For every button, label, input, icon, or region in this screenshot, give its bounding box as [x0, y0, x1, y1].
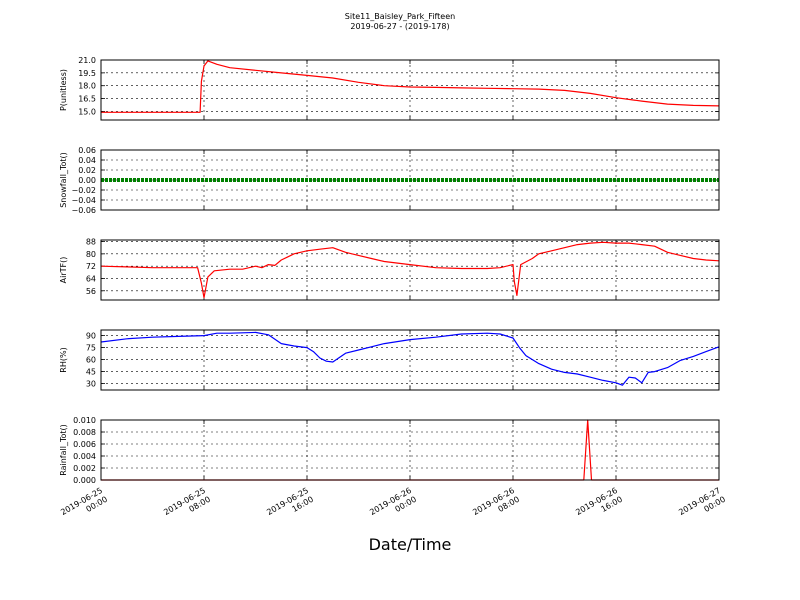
panel-4: 30 45 60 75 90 RH(%): [59, 329, 720, 391]
y-tick-label: −0.06: [71, 206, 96, 215]
x-tick-label: 2019-06-2500:00: [59, 486, 109, 526]
y-tick-label: 90: [86, 332, 96, 341]
y-tick-label: 19.5: [78, 69, 96, 78]
y-tick-label: 0.002: [73, 464, 96, 473]
y-tick-label: 64: [86, 274, 96, 283]
y-tick-label: 0.010: [73, 416, 96, 425]
y-tick-label: 15.0: [78, 107, 96, 116]
panel-2: −0.06−0.04−0.020.000.020.040.06 Snowfall_…: [59, 146, 720, 215]
y-tick-label: 72: [86, 262, 96, 271]
axes-frame: [100, 149, 720, 211]
y-tick-label: 60: [86, 356, 96, 365]
y-tick-label: 0.000: [73, 476, 96, 485]
y-tick-label: 0.008: [73, 428, 96, 437]
y-tick-label: 0.06: [78, 146, 96, 155]
y-tick-label: 0.006: [73, 440, 96, 449]
series-line: [101, 60, 720, 113]
axes-frame: [100, 59, 720, 121]
y-tick-label: −0.02: [71, 186, 96, 195]
y-tick-label: 88: [86, 238, 96, 247]
y-tick-label: −0.04: [71, 196, 96, 205]
y-tick-label: 80: [86, 250, 96, 259]
axes-frame: [100, 329, 720, 391]
x-tick-label: 2019-06-2616:00: [574, 486, 624, 526]
y-axis-label: P(unitless): [59, 69, 68, 111]
y-tick-label: 16.5: [78, 95, 96, 104]
y-tick-label: 45: [86, 368, 96, 377]
chart-subtitle: 2019-06-27 - (2019-178): [350, 22, 449, 31]
y-axis-label: Snowfall_Tot(): [59, 152, 68, 208]
panels: 15.016.518.019.521.0P(unitless)−0.06−0.0…: [59, 56, 720, 485]
y-tick-label: 0.00: [78, 176, 96, 185]
chart-title: Site11_Baisley_Park_Fifteen: [345, 12, 455, 21]
axes-frame: [100, 419, 720, 481]
x-tick-label: 2019-06-2508:00: [162, 486, 212, 526]
y-tick-label: 56: [86, 287, 96, 296]
x-tick-label: 2019-06-2516:00: [265, 486, 315, 526]
y-tick-label: 0.04: [78, 156, 96, 165]
x-tick-label: 2019-06-2608:00: [471, 486, 521, 526]
axes-frame: [100, 239, 720, 301]
y-axis-label: AirTF(): [59, 257, 68, 284]
x-tick-label: 2019-06-2700:00: [677, 486, 727, 526]
y-tick-label: 18.0: [78, 82, 96, 91]
y-tick-label: 21.0: [78, 56, 96, 65]
series-line: [100, 331, 720, 386]
y-axis-label: Rainfall_Tot(): [59, 424, 68, 476]
panel-1: 15.0 16.5 18.0 19.5 21.0 P(unitless): [59, 56, 720, 121]
x-tick-labels: 2019-06-2500:00 2019-06-2508:00 2019-06-25…: [59, 486, 727, 526]
x-axis-label: Date/Time: [369, 535, 452, 554]
y-tick-label: 0.02: [78, 166, 96, 175]
y-tick-label: 30: [86, 380, 96, 389]
y-tick-label: 0.004: [73, 452, 96, 461]
series-line: [100, 241, 720, 299]
panel-3: 56 64 72 80 88 AirTF(): [59, 238, 720, 301]
x-tick-label: 2019-06-2600:00: [368, 486, 418, 526]
y-axis-label: RH(%): [59, 347, 68, 372]
y-tick-label: 75: [86, 344, 96, 353]
panel-5: 0.000 0.002 0.004 0.006 0.008 0.010 Rainfall_T…: [59, 416, 720, 485]
